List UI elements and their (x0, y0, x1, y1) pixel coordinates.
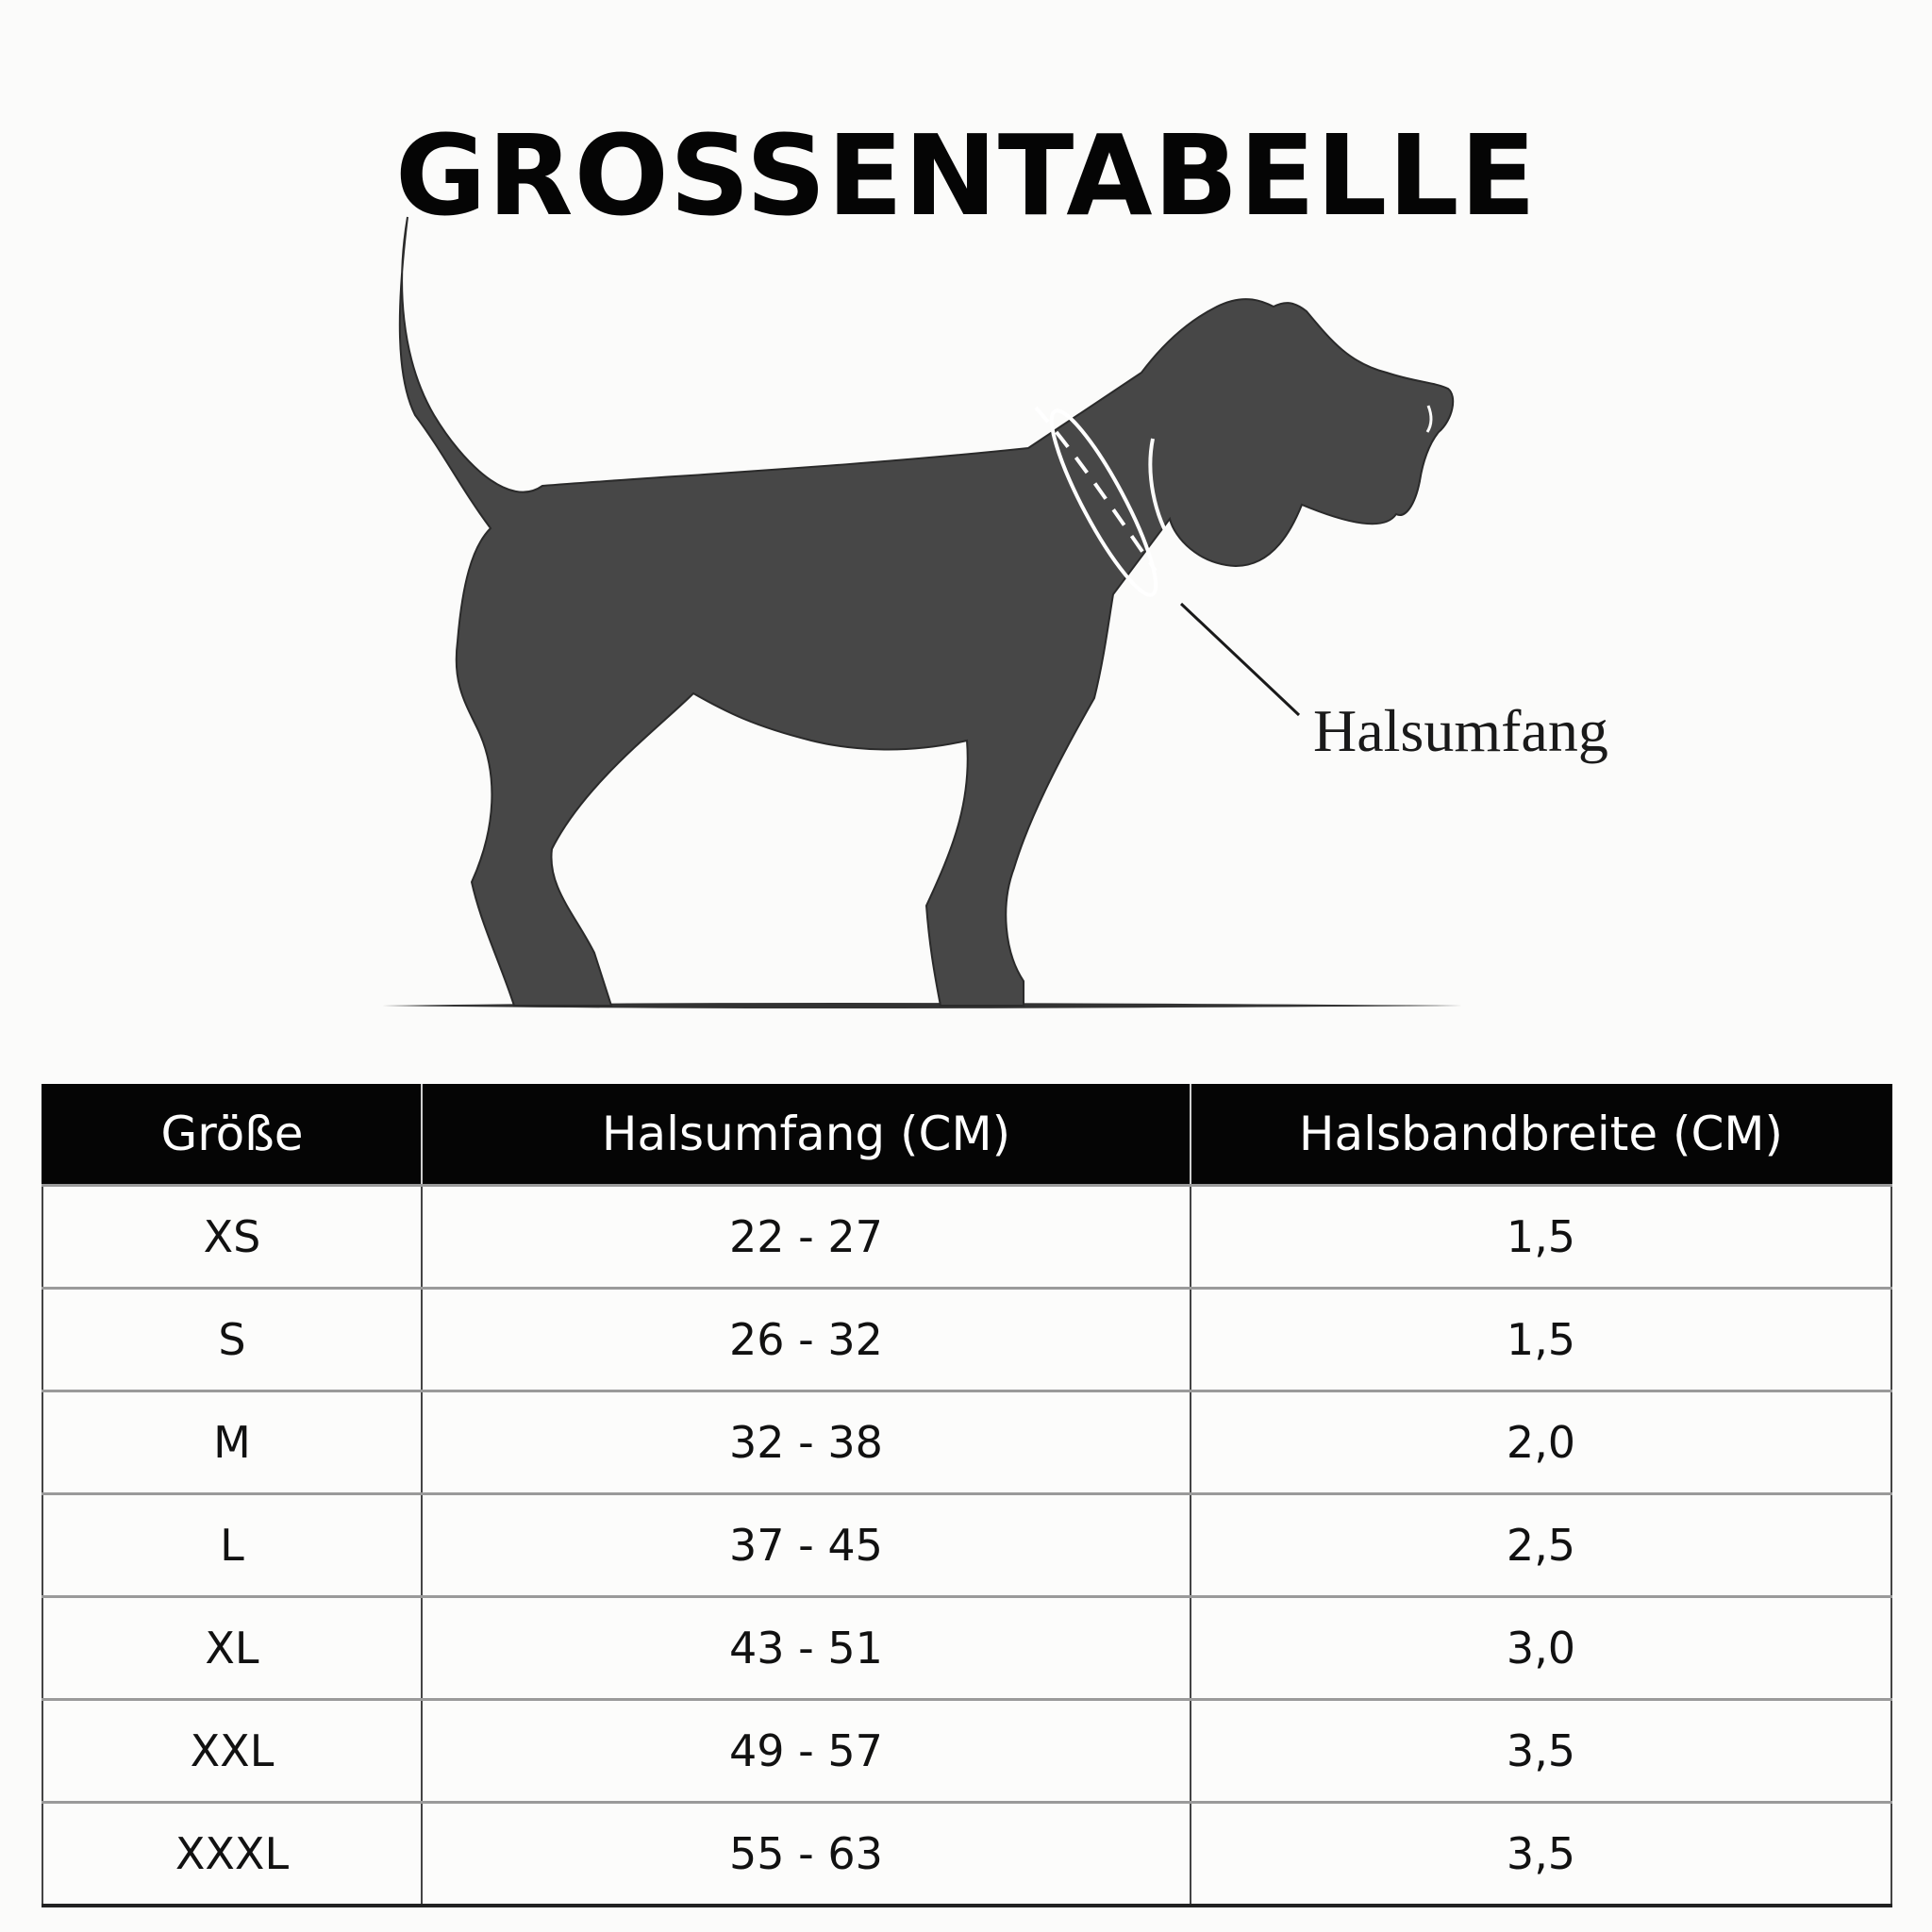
table-row: XXL 49 - 57 3,5 (42, 1698, 1892, 1804)
table-header-row: Größe Halsumfang (CM) Halsbandbreite (CM… (42, 1084, 1892, 1186)
table-row: S 26 - 32 1,5 (42, 1287, 1892, 1392)
neck-circumference-label: Halsumfang (1313, 697, 1608, 764)
cell-width: 3,5 (1190, 1801, 1892, 1907)
cell-width: 2,5 (1190, 1492, 1892, 1598)
dog-illustration (0, 189, 1932, 1038)
cell-neck: 43 - 51 (421, 1595, 1191, 1701)
cell-size: XS (42, 1184, 423, 1290)
cell-neck: 37 - 45 (421, 1492, 1191, 1598)
header-neck-circumference: Halsumfang (CM) (421, 1084, 1191, 1186)
page-title: GROSSENTABELLE (394, 110, 1538, 242)
cell-width: 3,0 (1190, 1595, 1892, 1701)
table-row: XS 22 - 27 1,5 (42, 1184, 1892, 1290)
callout-line-icon (1179, 602, 1301, 717)
cell-width: 1,5 (1190, 1184, 1892, 1290)
dog-silhouette-icon (382, 216, 1462, 1008)
cell-neck: 49 - 57 (421, 1698, 1191, 1804)
cell-size: XL (42, 1595, 423, 1701)
header-collar-width: Halsbandbreite (CM) (1190, 1084, 1892, 1186)
cell-width: 1,5 (1190, 1287, 1892, 1392)
cell-width: 2,0 (1190, 1390, 1892, 1495)
cell-size: M (42, 1390, 423, 1495)
cell-size: XXXL (42, 1801, 423, 1907)
header-size: Größe (42, 1084, 423, 1186)
cell-size: L (42, 1492, 423, 1598)
cell-size: S (42, 1287, 423, 1392)
cell-neck: 26 - 32 (421, 1287, 1191, 1392)
cell-neck: 22 - 27 (421, 1184, 1191, 1290)
neck-measure-icon (1034, 406, 1158, 597)
table-row: XL 43 - 51 3,0 (42, 1595, 1892, 1701)
cell-neck: 55 - 63 (421, 1801, 1191, 1907)
table-row: M 32 - 38 2,0 (42, 1390, 1892, 1495)
cell-size: XXL (42, 1698, 423, 1804)
cell-width: 3,5 (1190, 1698, 1892, 1804)
size-table: Größe Halsumfang (CM) Halsbandbreite (CM… (42, 1084, 1892, 1907)
table-row: XXXL 55 - 63 3,5 (42, 1801, 1892, 1907)
table-row: L 37 - 45 2,5 (42, 1492, 1892, 1598)
cell-neck: 32 - 38 (421, 1390, 1191, 1495)
